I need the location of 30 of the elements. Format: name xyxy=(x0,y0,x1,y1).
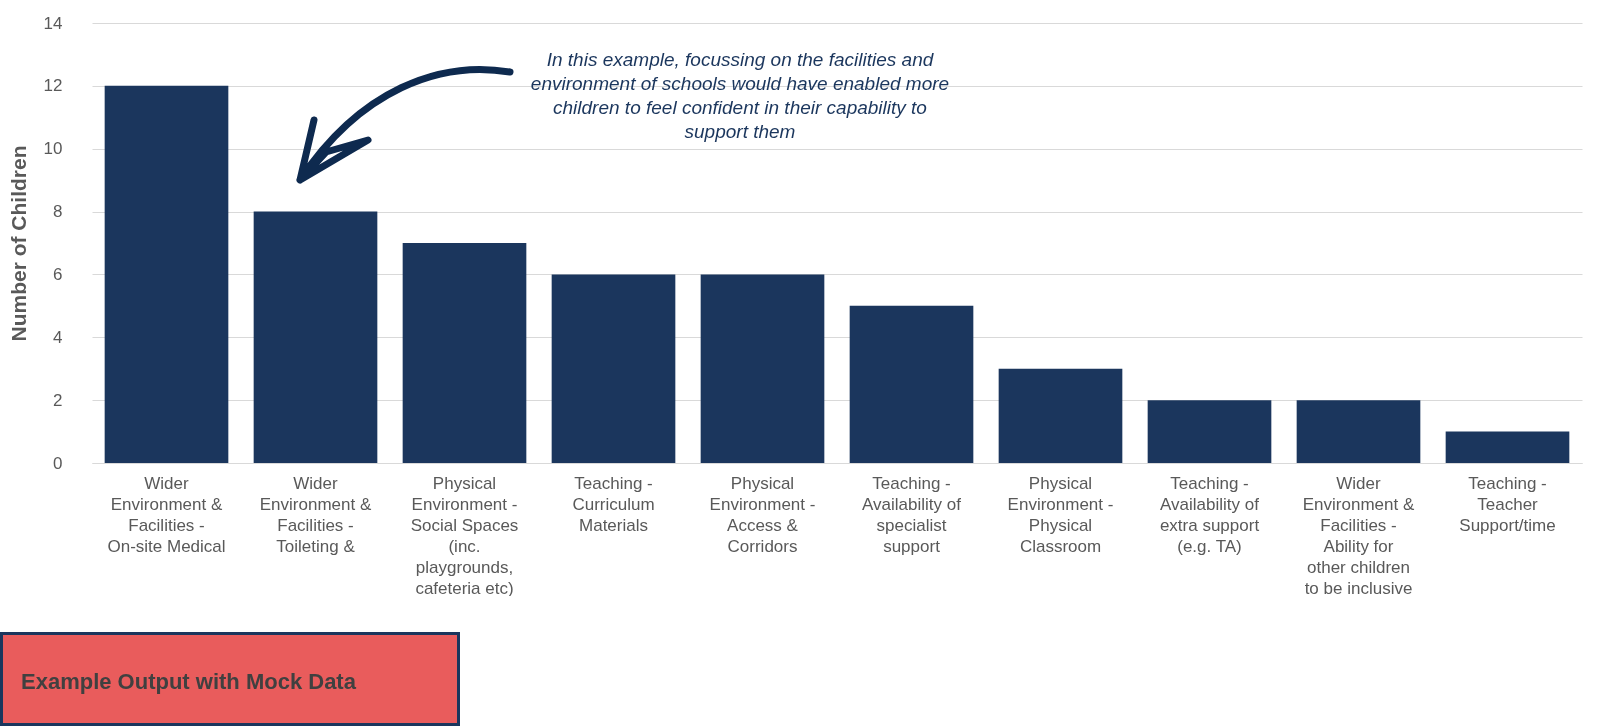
y-tick-label: 2 xyxy=(53,390,63,410)
y-tick-label: 4 xyxy=(53,327,63,347)
y-tick-label: 14 xyxy=(43,13,63,33)
bar xyxy=(1445,431,1570,463)
y-tick-label: 10 xyxy=(43,139,63,159)
x-tick-label: Teaching - Availability of specialist support xyxy=(862,473,962,556)
x-tick-label: Physical Environment - Physical Classroom xyxy=(1007,473,1114,556)
y-tick-label: 12 xyxy=(43,76,63,96)
bar xyxy=(849,305,974,463)
x-tick-label: Wider Environment & Facilities - Ability for other children to be inclusive xyxy=(1302,473,1415,598)
x-tick-label: Teaching - Curriculum Materials xyxy=(572,473,655,535)
bar xyxy=(700,274,825,463)
text: Example Output with Mock Data xyxy=(0,632,460,726)
bar xyxy=(551,274,676,463)
x-tick-label: Wider Environment & Facilities - Toileting & xyxy=(259,473,372,556)
x-tick-label: Physical Environment - Access & Corridors xyxy=(709,473,816,556)
bar xyxy=(998,368,1123,463)
annotation: In this example, focussing on the facilities and environment of schools would have enabled more children to feel confident in their capability to support them xyxy=(529,48,951,144)
y-tick-label: 0 xyxy=(53,453,63,473)
bar xyxy=(253,211,378,463)
bar xyxy=(402,243,527,463)
x-tick-label: Wider Environment & Facilities - On-site Medical xyxy=(107,473,226,556)
y-tick-label: 6 xyxy=(53,264,63,284)
bar xyxy=(1296,400,1421,463)
y-tick-label: 8 xyxy=(53,202,63,222)
x-tick-label: Teaching - Availability of extra support (e.g. TA) xyxy=(1159,473,1260,556)
bar xyxy=(104,85,229,463)
bar xyxy=(1147,400,1272,463)
x-tick-label: Teaching - Teacher Support/time xyxy=(1459,473,1556,535)
y-axis-title: Number of Children xyxy=(6,145,30,342)
